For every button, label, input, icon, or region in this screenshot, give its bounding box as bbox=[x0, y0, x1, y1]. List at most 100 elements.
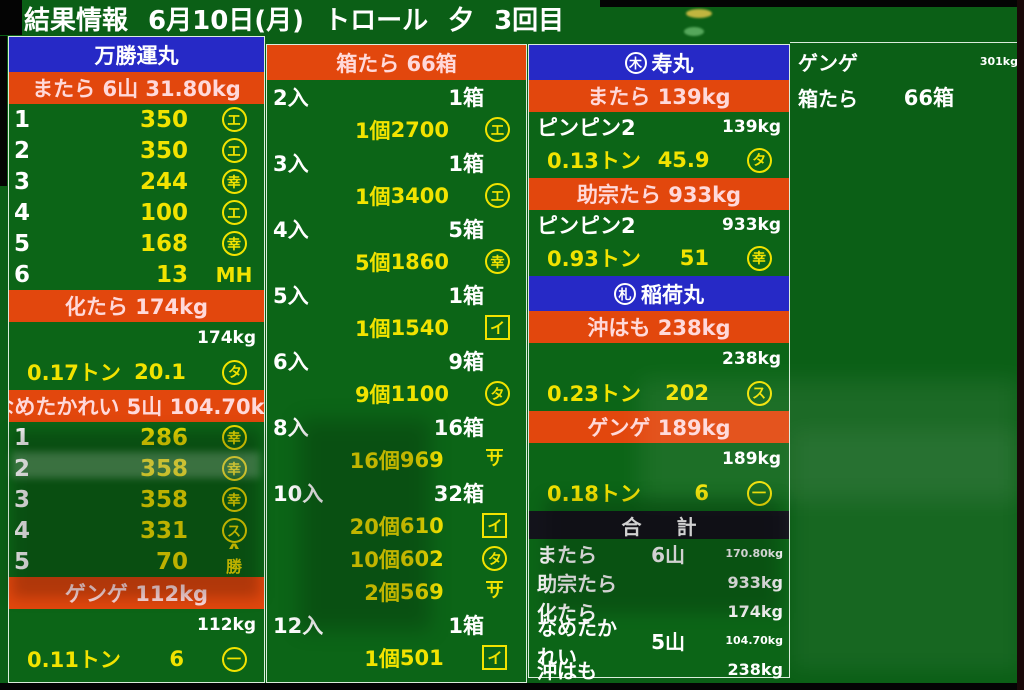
buyer-mark-glyph: ス bbox=[221, 518, 247, 543]
buyer-mark: エ bbox=[479, 183, 516, 208]
buyer-mark: エ bbox=[479, 117, 516, 142]
fish-name: ゲンゲ bbox=[798, 50, 858, 75]
box-price-row: 16個 969 サ bbox=[267, 443, 526, 476]
buyer-mark-glyph: 一 bbox=[746, 480, 772, 506]
box-size: 12入 bbox=[273, 613, 324, 638]
piece-count: 2個 bbox=[364, 580, 400, 605]
bezel-top-left bbox=[0, 0, 22, 35]
buyer-mark-glyph: 幸 bbox=[221, 487, 247, 512]
page-header: 結果情報 6月10日(月) トロール 夕 3回目 bbox=[24, 1, 564, 36]
total-row: またら 6山 170.80kg bbox=[529, 539, 789, 568]
piece-price: 2700 bbox=[390, 117, 450, 142]
row-number: 4 bbox=[14, 517, 31, 544]
buyer-mark: ス bbox=[737, 380, 781, 406]
section-summary-row: 0.18トン 6 一 bbox=[529, 475, 789, 511]
box-group-row: 5入 1箱 bbox=[267, 278, 526, 311]
box-size: 3入 bbox=[273, 151, 309, 176]
screen-glint bbox=[684, 27, 704, 36]
box-size: 10入 bbox=[273, 481, 324, 506]
row-number: 6 bbox=[14, 261, 31, 288]
buyer-mark: サ bbox=[474, 581, 516, 602]
buyer-mark-glyph: タ bbox=[485, 381, 510, 406]
buyer-mark: 幸 bbox=[212, 487, 256, 512]
bezel-left-edge bbox=[0, 36, 7, 186]
buyer-mark-glyph: イ bbox=[482, 513, 508, 538]
section-weight-row: 189kg bbox=[529, 443, 789, 475]
box-group-row: 4入 5箱 bbox=[267, 212, 526, 245]
piece-price: 1540 bbox=[390, 315, 450, 340]
buyer-mark-glyph: イ bbox=[485, 315, 510, 340]
total-weight: 170.80kg bbox=[725, 547, 783, 560]
auction-row: 2 358 幸 bbox=[9, 453, 264, 484]
auction-row: 2 350 エ bbox=[9, 135, 264, 166]
box-count: 5箱 bbox=[448, 217, 484, 242]
buyer-mark-glyph: 勝 bbox=[226, 553, 242, 577]
buyer-mark-glyph: エ bbox=[221, 138, 247, 163]
section-summary-row: 0.23トン 202 ス bbox=[529, 375, 789, 411]
buyer-mark: サ bbox=[474, 449, 516, 470]
piece-count: 1個 bbox=[354, 184, 391, 209]
piece-price: 3400 bbox=[390, 183, 450, 208]
header-session: 夕 bbox=[448, 5, 475, 36]
section-weight: 238kg bbox=[722, 349, 781, 369]
total-row: 沖はも 238kg bbox=[529, 655, 789, 684]
box-count: 1箱 bbox=[448, 151, 484, 176]
fish-name: 箱たら bbox=[798, 86, 858, 111]
box-price-row: 10個 602 タ bbox=[267, 542, 526, 575]
section-weight: 139kg bbox=[722, 117, 781, 137]
section-weight-row: 174kg bbox=[9, 322, 264, 354]
section-summary-row: 0.93トン 51 幸 bbox=[529, 240, 789, 276]
buyer-mark-glyph: サ bbox=[486, 449, 504, 471]
piece-count: 20個 bbox=[349, 514, 400, 539]
total-weight: 104.70kg bbox=[725, 634, 783, 647]
section-weight: 174kg bbox=[197, 328, 256, 348]
tonnage: 0.13トン bbox=[547, 149, 641, 173]
section-header-baketara: 化たら 174kg bbox=[9, 290, 264, 322]
buyer-mark-glyph: 幸 bbox=[221, 425, 247, 450]
buyer-mark: タ bbox=[474, 546, 516, 571]
total-weight: 238kg bbox=[727, 660, 784, 679]
pile-count: 6山 bbox=[651, 543, 685, 567]
row-number: 5 bbox=[14, 548, 31, 575]
box-group-row: 3入 1箱 bbox=[267, 146, 526, 179]
piece-price: 1860 bbox=[390, 249, 450, 274]
vessel-header-kotobukimaru: 木寿丸 bbox=[529, 45, 789, 80]
box-price-row: 9個 1100 タ bbox=[267, 377, 526, 410]
auction-row: 3 244 幸 bbox=[9, 166, 264, 197]
box-size: 2入 bbox=[273, 85, 309, 110]
box-count: 1箱 bbox=[448, 613, 484, 638]
piece-count: 5個 bbox=[354, 250, 391, 275]
row-price: 350 bbox=[139, 106, 188, 133]
section-weight-row: 112kg bbox=[9, 609, 264, 641]
buyer-mark-glyph: 幸 bbox=[221, 231, 247, 256]
vessel-mark: 札 bbox=[614, 282, 636, 305]
box-size: 5入 bbox=[273, 283, 309, 308]
box-size: 4入 bbox=[273, 217, 309, 242]
row-number: 1 bbox=[14, 106, 31, 133]
column-total-overflow: ゲンゲ 301kg 箱たら 66箱 bbox=[790, 42, 1024, 682]
buyer-name: ピンピン2 bbox=[537, 214, 636, 238]
row-price: 13 bbox=[155, 261, 188, 288]
section-header-nameta: なめたかれい 5山 104.70kg bbox=[9, 390, 264, 422]
row-price: 350 bbox=[139, 137, 188, 164]
buyer-weight-row: ピンピン2 933kg bbox=[529, 210, 789, 240]
tonnage: 0.17トン bbox=[27, 361, 121, 385]
box-price-row: 1個 501 イ bbox=[267, 641, 526, 674]
tonnage: 0.93トン bbox=[547, 247, 641, 271]
bezel-right bbox=[1017, 0, 1024, 690]
buyer-mark: 一 bbox=[737, 480, 781, 506]
piece-count: 16個 bbox=[349, 448, 400, 473]
box-group-row: 10入 32箱 bbox=[267, 476, 526, 509]
piece-price: 569 bbox=[399, 579, 444, 604]
row-price: 168 bbox=[139, 230, 188, 257]
buyer-mark-glyph: タ bbox=[222, 359, 248, 385]
buyer-mark: エ bbox=[212, 138, 256, 163]
box-size: 6入 bbox=[273, 349, 309, 374]
total-row: ゲンゲ 301kg bbox=[790, 43, 1024, 79]
buyer-mark: MH bbox=[212, 263, 256, 287]
buyer-mark: タ bbox=[214, 359, 256, 385]
buyer-mark: タ bbox=[479, 381, 516, 406]
buyer-name: ピンピン2 bbox=[537, 116, 636, 140]
total-row: 箱たら 66箱 bbox=[790, 79, 1024, 115]
buyer-mark: 幸 bbox=[212, 425, 256, 450]
